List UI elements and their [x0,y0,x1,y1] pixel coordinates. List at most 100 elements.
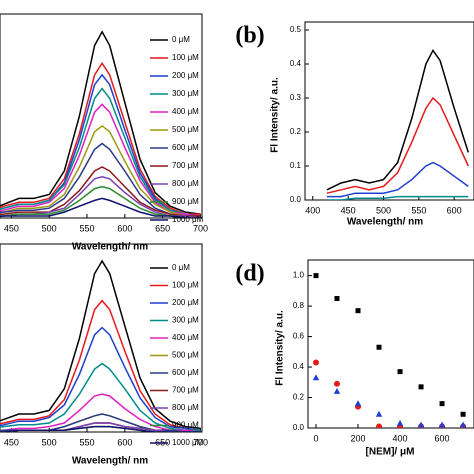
legend-label: 400 μM [172,333,199,342]
point [312,374,320,381]
panel-label: (d) [235,261,264,287]
x-tick-label: 600 [435,433,450,443]
legend-label: 200 μM [172,298,199,307]
point [459,421,467,428]
point [333,387,341,394]
legend-label: 600 μM [172,143,199,152]
panel-label: (b) [235,23,264,49]
y-tick-label: 0.1 [290,161,302,170]
x-tick-label: 450 [4,223,19,233]
x-tick-label: 500 [376,205,391,215]
point [438,421,446,428]
legend-label: 100 μM [172,281,199,290]
y-tick-label: 0.0 [290,195,302,204]
x-tick-label: 400 [393,433,408,443]
legend-label: 500 μM [172,351,199,360]
spectrum-line [0,259,201,430]
spectrum-line [0,362,201,431]
y-tick-label: 0.4 [290,59,302,68]
plot-frame [304,21,474,201]
x-tick-label: 600 [117,223,132,233]
legend-label: 700 μM [172,386,199,395]
x-tick-label: 700 [193,223,208,233]
point [418,384,424,390]
spectrum-line [0,87,201,217]
x-tick-label: 200 [350,433,365,443]
spectrum-line [0,61,201,215]
legend-label: 300 μM [172,316,199,325]
x-axis-label: Wavelength/ nm [72,242,148,253]
legend-label: 200 μM [172,71,199,80]
x-axis-label: Wavelength/ nm [347,217,423,228]
legend-label: 0 μM [172,35,190,44]
spectrum-line [0,425,201,432]
point [396,419,404,426]
legend-label: 1000 μM [172,215,204,224]
legend-label: 900 μM [172,421,199,430]
point [375,410,383,417]
legend-label: 900 μM [172,197,199,206]
point [313,273,319,279]
spectrum-line [0,393,201,432]
x-axis-label: Wavelength/ nm [72,456,148,467]
plot-area [0,30,201,218]
legend-label: 600 μM [172,368,199,377]
x-tick-label: 600 [117,437,132,447]
y-tick-label: 0.0 [293,423,305,432]
x-tick-label: 650 [155,223,170,233]
y-tick-label: 0.2 [290,127,302,136]
spectrum-line [326,195,469,200]
plot-frame [307,259,474,429]
point [460,411,466,417]
spectrum-line [326,48,470,191]
plot-area [312,273,467,428]
legend-label: 100 μM [172,53,199,62]
legend-label: 0 μM [172,263,190,272]
spectrum-line [0,124,201,217]
legend-label: 700 μM [172,161,199,170]
legend-label: 1000 μM [172,438,204,447]
y-tick-label: 0.8 [293,301,305,310]
point [312,359,319,366]
point [334,295,340,301]
spectrum-line [0,425,201,432]
point [417,421,425,428]
point [397,369,403,375]
point [376,344,382,350]
spectrum-line [0,166,201,217]
spectrum-line [0,185,201,218]
legend-label: 800 μM [172,179,199,188]
x-tick-label: 550 [79,437,94,447]
y-tick-label: 0.2 [293,393,305,402]
point [354,400,362,407]
y-tick-label: 1.0 [293,271,305,280]
point [355,308,361,314]
y-tick-label: 0.4 [293,362,305,371]
x-tick-label: 550 [411,205,426,215]
y-tick-label: 0.3 [290,93,302,102]
legend-label: 400 μM [172,107,199,116]
y-tick-label: 0.6 [293,332,305,341]
x-tick-label: 0 [313,433,318,443]
point [439,401,445,407]
legend-label: 800 μM [172,403,199,412]
x-tick-label: 550 [79,223,94,233]
x-tick-label: 450 [4,437,19,447]
spectrum-line [0,30,201,215]
x-tick-label: 450 [341,205,356,215]
plot-area [0,259,201,432]
x-tick-label: 600 [447,205,462,215]
spectrum-line [326,161,469,198]
legend-label: 300 μM [172,89,199,98]
y-tick-label: 0.5 [290,25,302,34]
y-axis-label: Fl Intensity/ a.u. [275,310,286,386]
spectrum-line [0,197,201,218]
spectrum-line [0,142,201,217]
spectrum-line [0,299,201,431]
spectrum-line [0,326,201,431]
x-tick-label: 500 [42,437,57,447]
plot-frame [0,13,203,219]
x-tick-label: 700 [193,437,208,447]
spectrum-line [0,103,201,217]
